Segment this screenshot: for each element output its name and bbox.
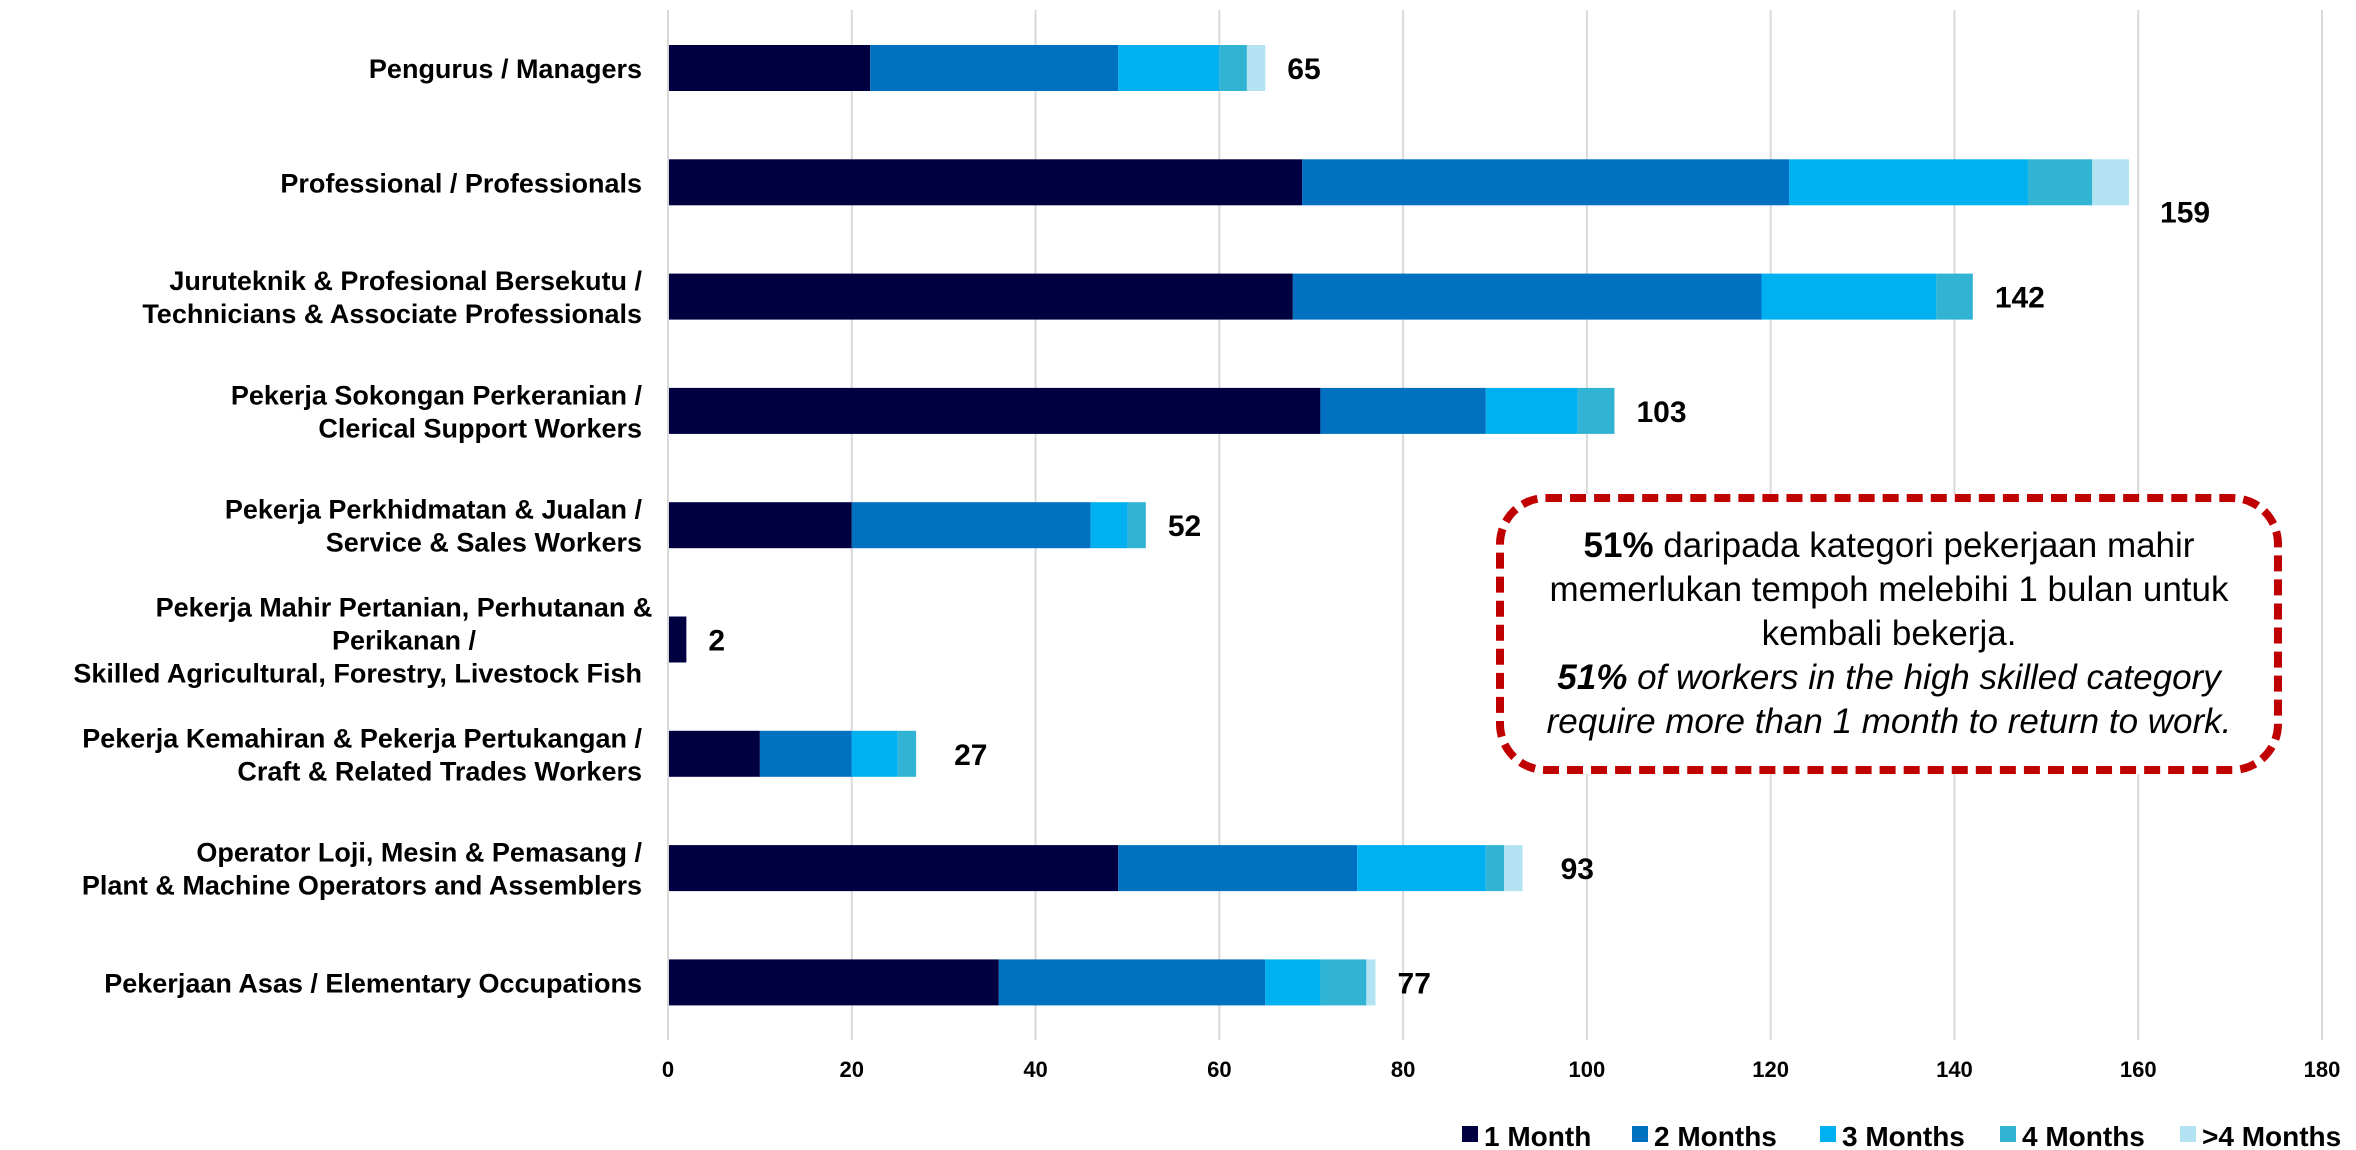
bar-segment [668,845,1119,892]
x-tick-label: 160 [2120,1057,2157,1082]
legend-label: 3 Months [1842,1121,1965,1150]
bar-segment [1127,502,1146,549]
bar-segment [759,730,852,777]
callout-malay: 51% daripada kategori pekerjaan mahir me… [1504,524,2274,656]
callout-english-percent: 51% [1557,658,1628,697]
bar-segment [870,45,1119,91]
bars-layer [668,45,2130,1006]
category-label: Pekerja Sokongan Perkeranian / [231,380,643,410]
category-label: Pekerja Mahir Pertanian, Perhutanan & [156,593,653,623]
category-label: Service & Sales Workers [326,528,642,558]
category-label: Skilled Agricultural, Forestry, Livestoc… [73,659,642,689]
bar-segment [1302,159,1790,206]
bar-segment [851,730,898,777]
bar-segment [1265,959,1321,1006]
bar-segment [1118,845,1358,892]
category-label: Professional / Professionals [280,168,642,198]
bar-segment [998,959,1266,1006]
legend-label: 2 Months [1654,1121,1777,1150]
legend-swatch [1820,1126,1836,1142]
bar-segment [668,616,687,663]
bar-segment [1320,959,1367,1006]
legend: 1 Month 2 Months 3 Months 4 Months >4 Months [1462,1121,2341,1150]
category-label: Perikanan / [332,626,477,656]
callout-box: 51% daripada kategori pekerjaan mahir me… [1496,494,2282,774]
bar-segment [1090,502,1128,549]
legend-swatch [2180,1126,2196,1142]
x-axis: 0 20 40 60 80 100 120 140 160 180 [662,10,2340,1082]
bar-segment [1761,273,1937,320]
total-label: 77 [1398,967,1431,1000]
x-tick-label: 0 [662,1057,674,1082]
total-label: 93 [1561,853,1594,886]
bar-segment [1504,845,1523,892]
x-tick-label: 100 [1569,1057,1606,1082]
x-tick-label: 120 [1752,1057,1789,1082]
bar-segment [1292,273,1762,320]
bar-segment [668,45,871,91]
x-tick-label: 80 [1391,1057,1415,1082]
bar-segment [1219,45,1247,91]
bar-segment [1485,387,1578,434]
bar-segment [851,502,1091,549]
total-label: 27 [954,739,987,772]
x-tick-label: 180 [2304,1057,2341,1082]
legend-swatch [2000,1126,2016,1142]
bar-segment [668,730,760,777]
total-label: 65 [1287,53,1320,86]
legend-label: 4 Months [2022,1121,2145,1150]
bar-segment [668,273,1293,320]
category-labels: Pengurus / Managers Professional / Profes… [73,54,652,998]
total-label: 103 [1636,396,1686,429]
legend-swatch [1632,1126,1648,1142]
legend-swatch [1462,1126,1478,1142]
x-tick-label: 20 [840,1057,864,1082]
callout-english-text: of workers in the high skilled category … [1546,658,2232,741]
category-label: Juruteknik & Profesional Bersekutu / [169,266,642,296]
bar-segment [1246,45,1266,91]
bar-segment [668,387,1321,434]
total-label: 142 [1995,282,2045,315]
category-label: Operator Loji, Mesin & Pemasang / [196,838,642,868]
category-label: Clerical Support Workers [318,413,642,443]
callout-malay-text: daripada kategori pekerjaan mahir memerl… [1549,526,2229,653]
bar-segment [2092,159,2130,206]
bar-segment [1320,387,1486,434]
bar-segment [1485,845,1505,892]
total-label: 52 [1168,510,1201,543]
category-label: Craft & Related Trades Workers [237,756,642,786]
legend-label: 1 Month [1484,1121,1591,1150]
bar-segment [2027,159,2093,206]
category-label: Pengurus / Managers [369,54,642,84]
bar-segment [1577,387,1615,434]
x-tick-label: 60 [1207,1057,1231,1082]
total-label: 2 [708,625,725,658]
bar-segment [1118,45,1220,91]
category-label: Technicians & Associate Professionals [142,299,642,329]
category-label: Pekerja Perkhidmatan & Jualan / [225,495,643,525]
bar-segment [668,959,999,1006]
x-tick-label: 40 [1023,1057,1047,1082]
callout-malay-percent: 51% [1583,526,1654,565]
bar-segment [1357,845,1486,892]
legend-label: >4 Months [2202,1121,2341,1150]
category-label: Pekerja Kemahiran & Pekerja Pertukangan … [82,723,642,753]
category-label: Plant & Machine Operators and Assemblers [82,871,642,901]
callout-english: 51% of workers in the high skilled categ… [1504,656,2274,744]
bar-segment [668,502,852,549]
total-labels: 65 159 142 103 52 2 27 93 77 [708,53,2210,1000]
bar-segment [1789,159,2028,206]
total-label: 159 [2160,196,2210,229]
bar-segment [1366,959,1376,1006]
bar-segment [668,159,1303,206]
bar-segment [1936,273,1973,320]
category-label: Pekerjaan Asas / Elementary Occupations [104,968,642,998]
x-tick-label: 140 [1936,1057,1973,1082]
bar-segment [897,730,917,777]
